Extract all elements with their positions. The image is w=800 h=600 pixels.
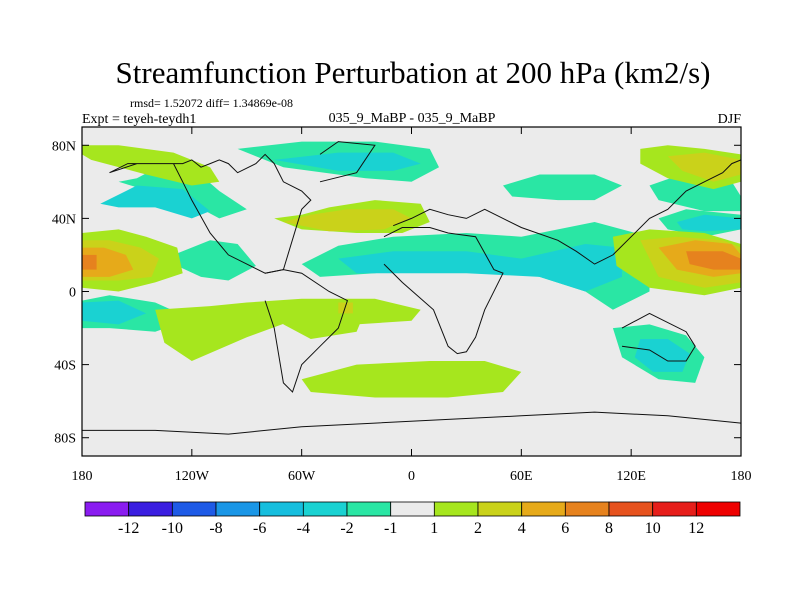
plot-area: 180 120W 60W 0 60E 120E 180 80N 40N 0 40S 80S xyxy=(52,126,752,484)
coastlines xyxy=(82,141,742,435)
colorbar-label-7: 1 xyxy=(430,520,438,537)
colorbar-label-10: 6 xyxy=(561,520,569,537)
y-tick-label-3: 40S xyxy=(54,359,76,374)
x-tick-label-4: 60E xyxy=(510,469,533,484)
coastline-6 xyxy=(82,411,742,435)
coastline-0 xyxy=(109,153,312,274)
y-tick-label-1: 40N xyxy=(52,212,76,227)
x-tick-label-3: 0 xyxy=(408,469,415,484)
contour-fill-4 xyxy=(173,240,256,281)
colorbar-box-3 xyxy=(215,501,261,517)
contour-fill-27 xyxy=(667,152,741,182)
stats-line: rmsd= 1.52072 diff= 1.34869e-08 xyxy=(130,96,293,110)
colorbar-label-9: 4 xyxy=(518,520,526,537)
contour-fill-25 xyxy=(301,361,522,398)
colorbar-label-2: -8 xyxy=(209,520,222,537)
colorbar-label-11: 8 xyxy=(605,520,613,537)
contour-fill-1 xyxy=(100,185,211,219)
colorbar-box-14 xyxy=(695,501,741,517)
colorbar-label-12: 10 xyxy=(645,520,661,537)
colorbar-box-7 xyxy=(390,501,435,517)
expt-label: Expt = teyeh-teydh1 xyxy=(82,112,196,127)
colorbar-label-13: 12 xyxy=(688,520,704,537)
contour-fill-21 xyxy=(283,209,412,232)
contour-fill-10 xyxy=(676,214,741,232)
x-tick-label-0: 180 xyxy=(72,469,93,484)
colorbar-box-5 xyxy=(302,501,348,517)
coastline-4 xyxy=(621,312,696,362)
coastline-2 xyxy=(393,159,742,265)
x-tick-label-2: 60W xyxy=(288,469,316,484)
coastline-3 xyxy=(383,227,504,355)
x-tick-label-5: 120E xyxy=(616,469,646,484)
contour-fill-24 xyxy=(338,302,353,314)
colorbar-box-11 xyxy=(564,501,610,517)
colorbar-box-8 xyxy=(433,501,479,517)
contour-fill-5 xyxy=(301,222,650,310)
colorbar-label-5: -2 xyxy=(340,520,353,537)
contour-fill-6 xyxy=(338,244,622,292)
colorbar-box-9 xyxy=(477,501,523,517)
center-label: 035_9_MaBP - 035_9_MaBP xyxy=(329,111,496,126)
x-tick-label-1: 120W xyxy=(175,469,210,484)
colorbar-label-1: -10 xyxy=(162,520,183,537)
contour-fill-15 xyxy=(82,145,220,186)
y-axis: 80N 40N 0 40S 80S xyxy=(52,139,741,447)
colorbar-box-12 xyxy=(608,501,654,517)
colorbar-box-10 xyxy=(521,501,566,517)
contour-fill-14 xyxy=(634,339,690,372)
colorbar-box-0 xyxy=(84,501,130,517)
colorbar: -12 -10 -8 -6 -4 -2 -1 1 2 4 6 8 10 12 xyxy=(84,501,741,537)
contour-fill-12 xyxy=(82,300,147,325)
y-tick-label-2: 0 xyxy=(69,286,76,301)
contour-fill-7 xyxy=(503,174,622,201)
colorbar-label-4: -4 xyxy=(297,520,310,537)
coastline-1 xyxy=(264,269,349,393)
contour-fills xyxy=(82,141,741,398)
contour-fill-19 xyxy=(82,254,97,270)
y-tick-label-0: 80N xyxy=(52,139,76,154)
y-tick-label-4: 80S xyxy=(54,432,76,447)
chart-title: Streamfunction Perturbation at 200 hPa (… xyxy=(116,55,711,90)
colorbar-box-6 xyxy=(346,501,392,517)
colorbar-box-1 xyxy=(128,501,173,517)
colorbar-label-6: -1 xyxy=(384,520,397,537)
colorbar-box-4 xyxy=(259,501,304,517)
x-axis: 180 120W 60W 0 60E 120E 180 xyxy=(72,127,752,484)
colorbar-label-3: -6 xyxy=(253,520,266,537)
coastline-5 xyxy=(319,141,376,183)
x-tick-label-6: 180 xyxy=(731,469,752,484)
contour-fill-31 xyxy=(686,251,741,270)
contour-fill-3 xyxy=(274,152,421,171)
colorbar-label-8: 2 xyxy=(474,520,482,537)
colorbar-label-0: -12 xyxy=(118,520,139,537)
season-label: DJF xyxy=(718,112,742,127)
colorbar-box-13 xyxy=(652,501,697,517)
colorbar-box-2 xyxy=(171,501,217,517)
